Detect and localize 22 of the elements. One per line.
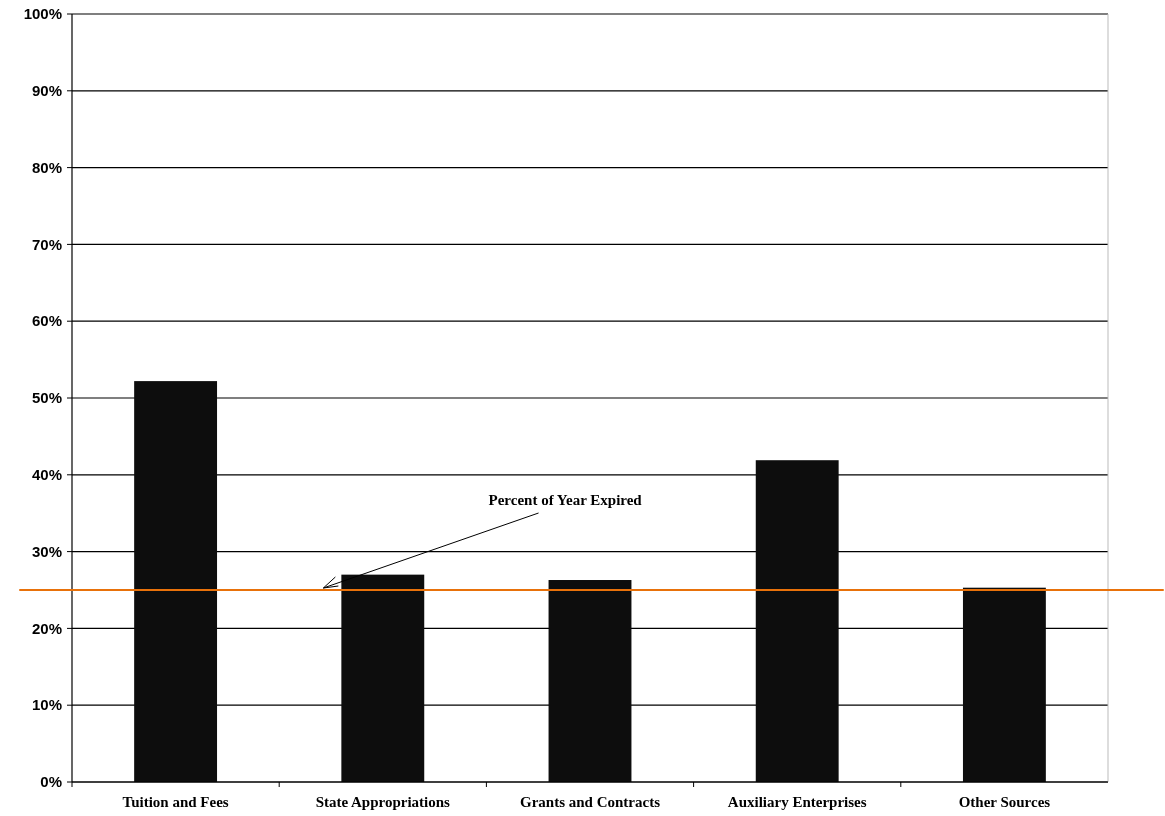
y-tick-label: 90% [31,82,62,100]
y-tick-label: 60% [31,312,62,330]
x-tick-label: Auxiliary Enterprises [727,794,867,810]
ref-line-label: Percent of Year Expired [488,492,643,508]
x-tick-label: Other Sources [958,794,1051,810]
y-tick-label: 100% [23,5,62,23]
y-tick-label: 30% [31,542,62,560]
y-tick-label: 50% [31,389,62,407]
bar [548,580,632,782]
x-tick-label: State Appropriations [315,794,451,810]
x-tick-label: Tuition and Fees [122,794,229,810]
y-tick-label: 40% [31,466,62,484]
bar [134,381,218,782]
bar [341,574,425,782]
bar [962,587,1046,782]
y-tick-label: 10% [31,696,62,714]
x-tick-label: Grants and Contracts [519,794,661,810]
y-tick-label: 80% [31,158,62,176]
bar [755,460,839,782]
y-tick-label: 0% [40,773,62,791]
y-tick-label: 70% [31,235,62,253]
y-tick-label: 20% [31,619,62,637]
